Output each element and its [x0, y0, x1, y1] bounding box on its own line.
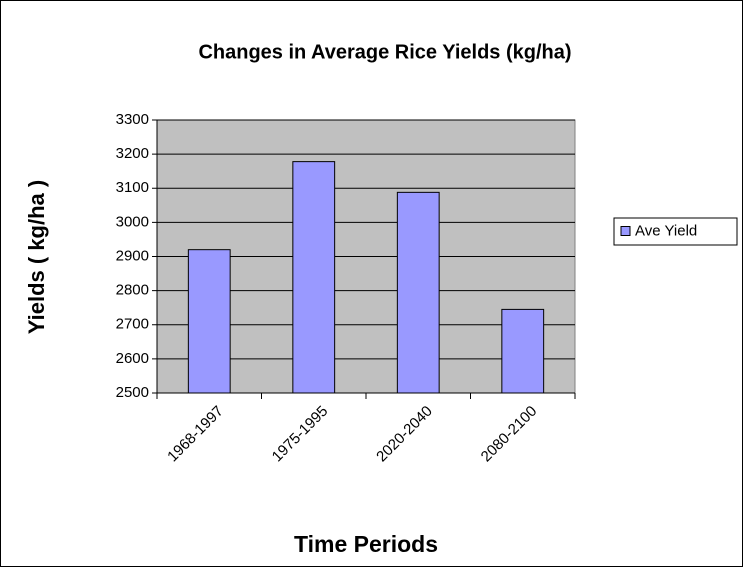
y-tick-label: 2600 [116, 350, 149, 367]
bar [501, 308, 545, 394]
x-axis-label: Time Periods [294, 531, 438, 557]
y-tick-label: 3200 [116, 145, 149, 162]
legend-swatch [620, 226, 631, 236]
y-tick-label: 3300 [116, 111, 149, 128]
bar [187, 249, 231, 394]
chart-title: Changes in Average Rice Yields (kg/ha) [198, 41, 571, 63]
y-tick-label: 2500 [116, 384, 149, 401]
bar [396, 191, 440, 394]
y-axis-label: Yields ( kg/ha ) [24, 180, 49, 334]
y-tick-label: 2800 [116, 282, 149, 299]
y-tick-label: 3000 [116, 213, 149, 230]
y-tick-label: 2900 [116, 247, 149, 264]
y-tick-label: 2700 [116, 316, 149, 333]
legend-box [613, 217, 738, 246]
legend-label: Ave Yield [635, 222, 697, 239]
bar [292, 161, 336, 394]
y-tick-label: 3100 [116, 179, 149, 196]
